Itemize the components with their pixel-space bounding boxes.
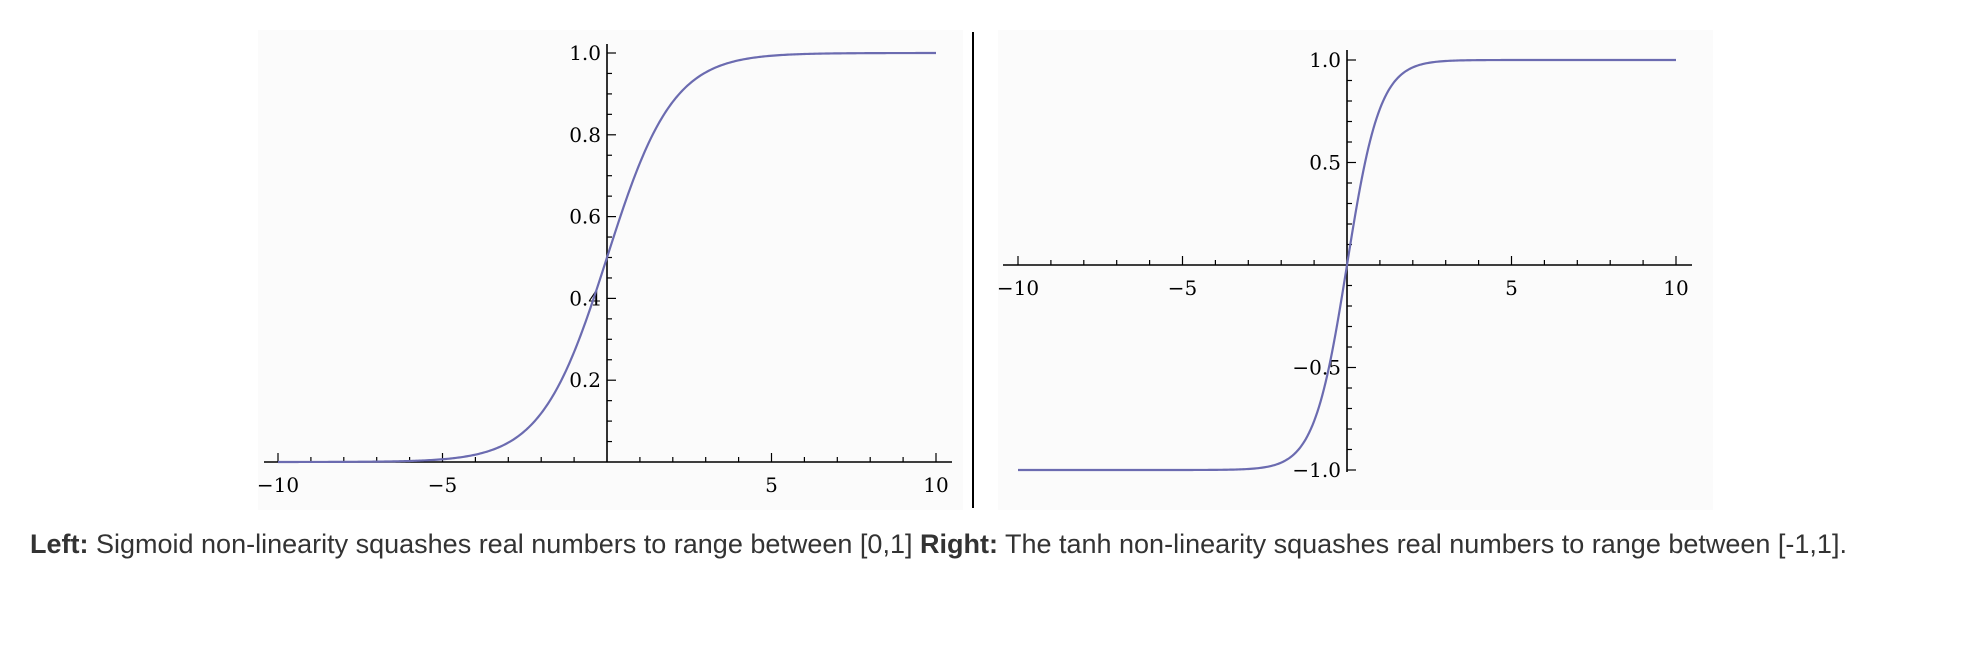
tanh-y-tick-label: −0.5 bbox=[1292, 356, 1341, 380]
sigmoid-curve bbox=[278, 51, 936, 464]
figure: −10 −5 5 100.20.40.60.81.0 −10 −5 5 10−1.0−0.5… bbox=[256, 30, 1713, 510]
tanh-plot-background bbox=[998, 30, 1713, 510]
sigmoid-x-tick-label: −5 bbox=[428, 473, 457, 497]
caption-left-label: Left: bbox=[30, 529, 89, 559]
caption-right-text: The tanh non-linearity squashes real num… bbox=[997, 529, 1847, 559]
sigmoid-x-tick-label: 5 bbox=[765, 473, 778, 497]
tanh-x-tick-label: −10 bbox=[997, 276, 1039, 300]
sigmoid-y-tick-label: 0.2 bbox=[569, 368, 601, 392]
tanh-y-tick-label: −1.0 bbox=[1292, 458, 1341, 482]
sigmoid-y-tick-label: 0.8 bbox=[569, 123, 601, 147]
sigmoid-y-tick-label: 0.6 bbox=[569, 205, 601, 229]
figure-caption: Left: Sigmoid non-linearity squashes rea… bbox=[30, 522, 1930, 566]
sigmoid-x-tick-label: −10 bbox=[257, 473, 299, 497]
sigmoid-y-tick-label: 1.0 bbox=[569, 41, 601, 65]
tanh-x-tick-label: 5 bbox=[1505, 276, 1518, 300]
sigmoid-x-tick-label: 10 bbox=[923, 473, 948, 497]
tanh-y-tick-label: 1.0 bbox=[1309, 48, 1341, 72]
tanh-x-tick-label: −5 bbox=[1168, 276, 1197, 300]
sigmoid-chart: −10 −5 5 100.20.40.60.81.0 bbox=[257, 41, 952, 497]
tanh-x-tick-label: 10 bbox=[1663, 276, 1688, 300]
tanh-chart: −10 −5 5 10 −1.0 −0.5 0.5 1.0 bbox=[997, 48, 1692, 482]
caption-right-label: Right: bbox=[919, 529, 998, 559]
sigmoid-plot-background bbox=[258, 30, 963, 510]
tanh-curve bbox=[1018, 58, 1676, 472]
tanh-y-tick-label: 0.5 bbox=[1309, 151, 1341, 175]
caption-left-text: Sigmoid non-linearity squashes real numb… bbox=[88, 529, 920, 559]
